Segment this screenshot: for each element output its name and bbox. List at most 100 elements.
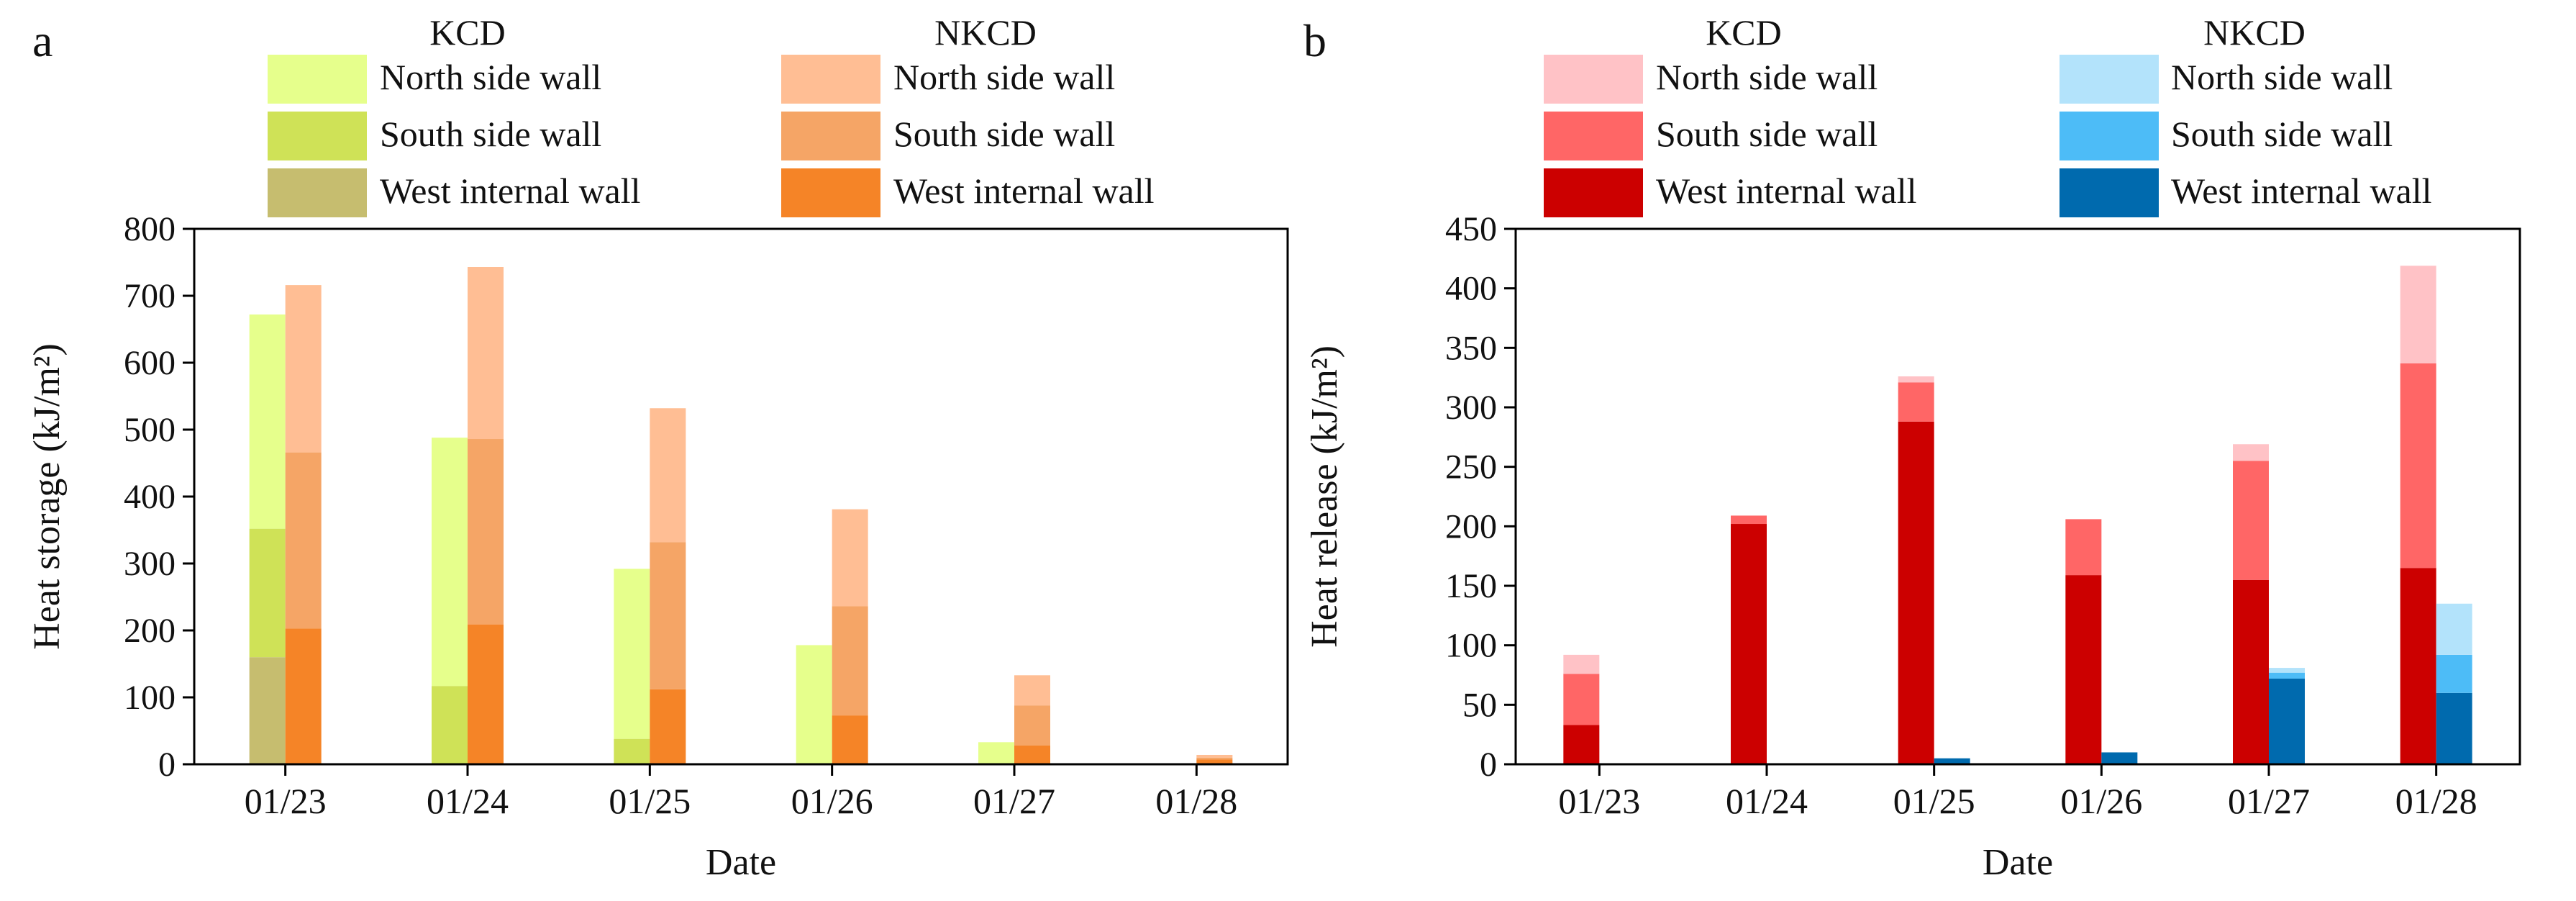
y-tick-label: 700	[124, 277, 176, 315]
legend-label: South side wall	[2171, 114, 2393, 154]
y-tick-label: 800	[124, 210, 176, 248]
bar-kcd-west-internal-wall	[2400, 568, 2436, 764]
legend-swatch	[1544, 112, 1643, 160]
bar-nkcd-north-side-wall	[1196, 754, 1233, 758]
x-tick-label: 01/24	[427, 781, 509, 821]
x-tick-label: 01/27	[2228, 781, 2310, 821]
legend-swatch	[1544, 168, 1643, 217]
legend-label: West internal wall	[380, 171, 641, 211]
bar-kcd-west-internal-wall	[2233, 579, 2269, 764]
legend-swatch	[268, 168, 367, 217]
legend-title-kcd: KCD	[429, 12, 506, 53]
bar-kcd-south-side-wall	[432, 686, 468, 764]
legend-label: West internal wall	[1656, 171, 1917, 211]
bar-nkcd-west-internal-wall	[1196, 759, 1233, 764]
bar-nkcd-west-internal-wall	[2101, 752, 2138, 764]
bar-nkcd-south-side-wall	[1196, 757, 1233, 760]
legend-swatch	[781, 168, 880, 217]
bar-kcd-north-side-wall	[2400, 266, 2436, 363]
legend-swatch	[268, 112, 367, 160]
y-tick-label: 400	[124, 478, 176, 516]
plot-frame	[193, 227, 1289, 766]
x-tick-label: 01/24	[1726, 781, 1808, 821]
bar-kcd-north-side-wall	[1898, 376, 1934, 383]
legend-label: West internal wall	[893, 171, 1155, 211]
panel-label: b	[1303, 15, 1326, 66]
y-axis-title: Heat storage (kJ/m²)	[27, 343, 68, 650]
bar-kcd-north-side-wall	[614, 569, 650, 739]
bar-kcd-south-side-wall	[2400, 363, 2436, 569]
bar-nkcd-west-internal-wall	[832, 715, 868, 764]
x-tick-label: 01/28	[2395, 781, 2477, 821]
bar-nkcd-north-side-wall	[1014, 675, 1050, 706]
legend-title-nkcd: NKCD	[934, 12, 1037, 53]
legend-title-kcd: KCD	[1706, 12, 1782, 53]
legend-label: South side wall	[1656, 114, 1878, 154]
x-tick-label: 01/23	[245, 781, 327, 821]
y-tick-label: 300	[124, 545, 176, 583]
bar-kcd-west-internal-wall	[1898, 421, 1934, 764]
x-tick-label: 01/25	[609, 781, 691, 821]
y-tick-label: 0	[158, 746, 176, 784]
bar-nkcd-south-side-wall	[2436, 654, 2472, 693]
y-tick-label: 100	[124, 679, 176, 717]
bar-nkcd-west-internal-wall	[285, 628, 322, 764]
bar-nkcd-north-side-wall	[468, 267, 504, 440]
bar-nkcd-south-side-wall	[1014, 705, 1050, 746]
bar-nkcd-north-side-wall	[2269, 668, 2305, 673]
y-tick-label: 300	[1445, 389, 1497, 427]
legend-label: South side wall	[893, 114, 1115, 154]
panel-label: a	[32, 15, 53, 66]
x-tick-label: 01/25	[1893, 781, 1975, 821]
bar-nkcd-north-side-wall	[2436, 603, 2472, 655]
legend-swatch	[2060, 168, 2159, 217]
x-axis-title: Date	[1983, 842, 2053, 883]
bar-kcd-north-side-wall	[796, 645, 832, 764]
y-tick-label: 200	[1445, 507, 1497, 545]
legend-swatch	[2060, 55, 2159, 104]
bar-nkcd-west-internal-wall	[650, 689, 686, 764]
y-tick-label: 200	[124, 612, 176, 650]
bar-kcd-south-side-wall	[2233, 461, 2269, 580]
bar-kcd-north-side-wall	[978, 742, 1014, 764]
bar-nkcd-west-internal-wall	[2269, 678, 2305, 764]
legend-label: South side wall	[380, 114, 601, 154]
bar-kcd-west-internal-wall	[2065, 575, 2102, 764]
legend-label: North side wall	[893, 57, 1115, 97]
legend-swatch	[2060, 112, 2159, 160]
bar-kcd-west-internal-wall	[1563, 725, 1600, 764]
legend-label: North side wall	[1656, 57, 1878, 97]
legend-label: North side wall	[2171, 57, 2393, 97]
y-tick-label: 600	[124, 344, 176, 382]
x-tick-label: 01/23	[1558, 781, 1640, 821]
y-tick-label: 500	[124, 411, 176, 449]
x-axis-title: Date	[706, 842, 776, 883]
y-axis-title: Heat release (kJ/m²)	[1304, 345, 1345, 648]
y-tick-label: 0	[1480, 746, 1497, 784]
bar-kcd-south-side-wall	[1731, 515, 1767, 525]
bar-kcd-north-side-wall	[432, 438, 468, 687]
bar-nkcd-west-internal-wall	[468, 624, 504, 764]
bar-nkcd-west-internal-wall	[1934, 758, 1970, 764]
bar-nkcd-south-side-wall	[285, 452, 322, 629]
plot-frame	[1514, 227, 2521, 766]
bar-nkcd-north-side-wall	[832, 509, 868, 607]
panel-a: a KCD North side wall South side wall West i…	[27, 12, 1289, 883]
bar-nkcd-north-side-wall	[650, 408, 686, 543]
bar-kcd-north-side-wall	[1563, 654, 1600, 674]
bar-kcd-south-side-wall	[249, 528, 286, 658]
legend-swatch	[781, 55, 880, 104]
bar-kcd-north-side-wall	[2233, 444, 2269, 461]
legend-swatch	[781, 112, 880, 160]
x-tick-label: 01/26	[791, 781, 873, 821]
x-tick-label: 01/26	[2060, 781, 2142, 821]
bar-nkcd-north-side-wall	[285, 285, 322, 453]
bar-kcd-south-side-wall	[2065, 519, 2102, 576]
legend-label: West internal wall	[2171, 171, 2432, 211]
y-tick-label: 150	[1445, 567, 1497, 605]
bar-kcd-south-side-wall	[1898, 382, 1934, 422]
bar-kcd-south-side-wall	[614, 738, 650, 764]
bar-nkcd-south-side-wall	[468, 439, 504, 625]
